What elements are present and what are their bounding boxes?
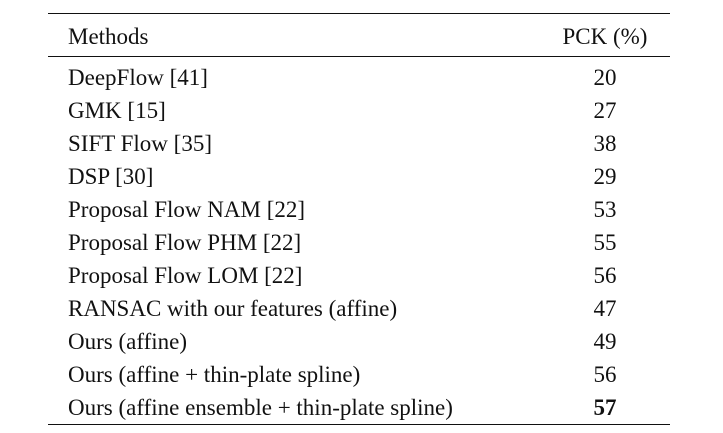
table-row: RANSAC with our features (affine) 47	[48, 292, 670, 325]
row-method: RANSAC with our features (affine)	[68, 296, 398, 321]
row-method: DeepFlow [41]	[68, 65, 208, 90]
row-method: Proposal Flow NAM [22]	[68, 197, 306, 222]
table-row: Ours (affine ensemble + thin-plate splin…	[48, 391, 670, 425]
row-value: 53	[593, 197, 617, 222]
row-value: 29	[593, 164, 617, 189]
row-method: Ours (affine)	[68, 329, 187, 354]
row-value: 56	[593, 263, 617, 288]
row-value: 49	[593, 329, 617, 354]
table-row: Ours (affine) 49	[48, 325, 670, 358]
row-method: Proposal Flow PHM [22]	[68, 230, 302, 255]
row-value: 38	[593, 131, 617, 156]
row-method: GMK [15]	[68, 98, 166, 123]
table-body: DeepFlow [41] 20 GMK [15] 27 SIFT Flow […	[48, 57, 670, 425]
header-pck: PCK (%)	[562, 23, 648, 49]
row-method: Ours (affine ensemble + thin-plate splin…	[68, 395, 453, 420]
row-method: DSP [30]	[68, 164, 154, 189]
table-row: Ours (affine + thin-plate spline) 56	[48, 358, 670, 391]
header-row: Methods PCK (%)	[48, 13, 670, 57]
row-method: Ours (affine + thin-plate spline)	[68, 362, 361, 387]
row-method: Proposal Flow LOM [22]	[68, 263, 303, 288]
results-table-container: Methods PCK (%) DeepFlow [41] 20 GMK [15…	[48, 13, 670, 425]
header-methods: Methods	[68, 23, 149, 49]
row-value: 47	[593, 296, 617, 321]
table-header: Methods PCK (%)	[48, 13, 670, 57]
row-value: 20	[593, 65, 617, 90]
table-row: SIFT Flow [35] 38	[48, 127, 670, 160]
table-row: Proposal Flow LOM [22] 56	[48, 259, 670, 292]
table-row: DeepFlow [41] 20	[48, 57, 670, 95]
results-table: Methods PCK (%) DeepFlow [41] 20 GMK [15…	[48, 13, 670, 425]
table-row: DSP [30] 29	[48, 160, 670, 193]
row-value: 27	[593, 98, 617, 123]
row-value: 57	[593, 395, 617, 420]
table-row: Proposal Flow PHM [22] 55	[48, 226, 670, 259]
row-method: SIFT Flow [35]	[68, 131, 212, 156]
table-row: Proposal Flow NAM [22] 53	[48, 193, 670, 226]
row-value: 56	[593, 362, 617, 387]
table-row: GMK [15] 27	[48, 94, 670, 127]
row-value: 55	[593, 230, 617, 255]
